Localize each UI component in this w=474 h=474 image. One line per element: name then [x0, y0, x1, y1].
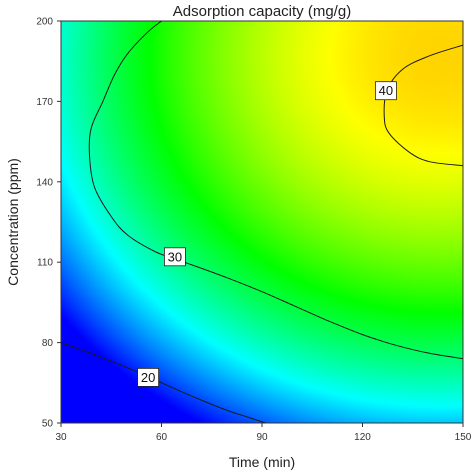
x-tick-label: 120 — [354, 432, 371, 443]
contour-label-box-40 — [374, 81, 397, 101]
x-axis-ticks: 30 60 90 120 150 — [55, 423, 472, 443]
contour-label-20: 20 — [141, 370, 155, 385]
y-axis-label: Concentration (ppm) — [5, 158, 21, 286]
x-tick-label: 150 — [455, 432, 472, 443]
chart-title: Adsorption capacity (mg/g) — [173, 3, 351, 20]
contour-label-box-20 — [137, 367, 160, 387]
contour-line-40 — [383, 44, 463, 167]
x-tick-label: 30 — [55, 432, 67, 443]
y-tick-label: 110 — [37, 258, 53, 269]
response-surface-heatmap — [61, 21, 463, 423]
y-tick-label: 200 — [36, 17, 53, 28]
x-axis-label: Time (min) — [229, 454, 295, 470]
x-tick-label: 90 — [256, 432, 268, 443]
contour-labels: 20 30 40 — [137, 81, 397, 387]
x-tick-label: 60 — [156, 432, 168, 443]
y-tick-label: 80 — [42, 338, 54, 349]
contour-line-30 — [88, 21, 463, 360]
contour-label-30: 30 — [168, 249, 182, 264]
plot-area — [60, 20, 464, 424]
contour-line-20 — [61, 342, 266, 423]
y-axis-ticks: 50 80 110 140 170 200 — [36, 17, 61, 430]
contour-label-box-30 — [163, 247, 186, 267]
contour-lines — [61, 21, 463, 423]
contour-label-40: 40 — [379, 83, 393, 98]
y-tick-label: 170 — [36, 97, 53, 108]
y-tick-label: 50 — [42, 419, 54, 430]
y-tick-label: 140 — [36, 177, 53, 188]
